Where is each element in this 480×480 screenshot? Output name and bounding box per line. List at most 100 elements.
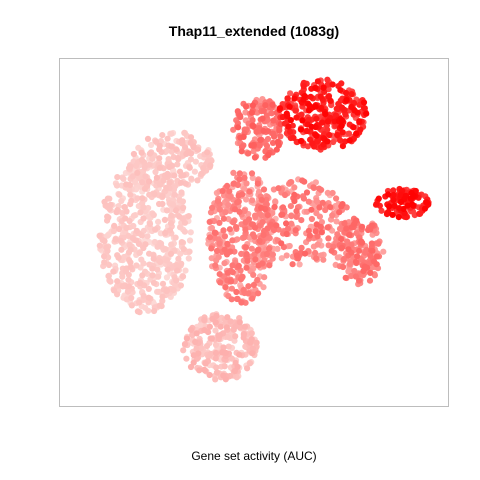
cell-point [257,137,264,144]
cell-point [220,215,227,222]
cell-point [245,150,252,157]
cell-point [351,220,358,227]
cell-point [126,186,133,193]
cell-point [166,163,173,171]
cell-point [313,115,320,122]
cell-point [127,201,134,208]
cell-point [177,282,184,289]
cell-point [292,107,299,114]
cell-point [150,211,157,219]
cell-point [207,350,214,357]
cell-point [192,158,199,165]
cell-point [274,245,281,252]
cell-point [265,151,272,158]
cell-point [223,324,230,331]
cell-point [211,229,218,236]
cell-point [173,146,180,153]
cell-point [327,97,334,104]
cell-point [337,137,344,144]
cell-point [171,191,178,198]
cell-point [101,259,108,266]
cell-point [329,189,336,197]
cell-point [138,149,145,156]
cell-point [385,191,392,198]
cell-point [259,219,266,226]
cell-point [96,242,103,249]
cell-point [363,110,370,117]
cell-point [146,150,153,157]
cell-point [324,224,331,231]
cell-point [287,128,294,135]
cell-point [237,276,244,283]
cell-point [151,190,158,198]
cell-point [298,244,305,251]
cell-point [279,204,287,211]
cell-point [222,209,229,216]
cell-point [168,130,175,137]
cell-point [338,122,345,130]
cell-point [169,201,177,208]
cell-point [242,103,250,110]
cell-point [281,191,289,199]
cell-point [345,246,352,253]
cell-point [161,216,168,223]
cell-point [409,201,416,208]
cell-point [329,81,336,88]
cell-point [303,189,311,196]
cell-point [104,232,111,239]
cell-point [304,143,311,150]
cell-point [350,124,357,131]
cell-point [127,259,134,266]
cell-point [163,184,170,191]
cell-point [362,249,369,256]
cell-point [330,138,337,146]
cell-point [326,131,333,139]
cell-point [243,180,250,187]
cell-point [234,363,241,370]
cell-point [168,241,175,248]
cell-point [159,280,167,287]
cell-point [249,295,256,302]
cell-point [179,198,186,205]
cell-point [243,264,250,271]
cell-point [353,130,360,137]
cell-point [333,195,340,202]
cell-point [252,256,259,263]
cell-point [249,350,256,357]
cell-point [244,365,251,372]
cell-point [142,173,149,180]
cell-point [266,245,273,252]
cell-point [206,218,213,225]
cell-point [329,212,336,219]
cell-point [221,363,228,370]
cell-point [338,236,345,243]
cell-point [233,224,240,231]
cell-point [229,269,236,276]
cell-point [105,273,112,280]
cell-point [167,220,175,227]
cell-point [360,104,368,111]
cell-point [212,341,220,348]
cell-point [174,267,181,274]
cell-point [156,155,163,162]
cell-point [146,161,153,168]
cell-point [301,93,308,100]
cell-point [397,191,404,198]
cell-point [133,227,140,234]
cell-point [266,262,273,269]
cell-point [235,198,242,205]
cell-point [224,314,231,321]
cell-point [313,221,320,228]
cell-point [130,212,138,219]
cell-point [369,247,376,254]
cell-point [188,175,195,182]
cell-point [133,262,140,269]
cell-point [246,188,253,195]
cell-point [236,176,243,183]
cell-point [191,168,198,175]
cell-point [226,188,233,195]
cell-point [228,355,236,362]
cell-point [177,179,185,186]
cell-point [346,260,353,267]
